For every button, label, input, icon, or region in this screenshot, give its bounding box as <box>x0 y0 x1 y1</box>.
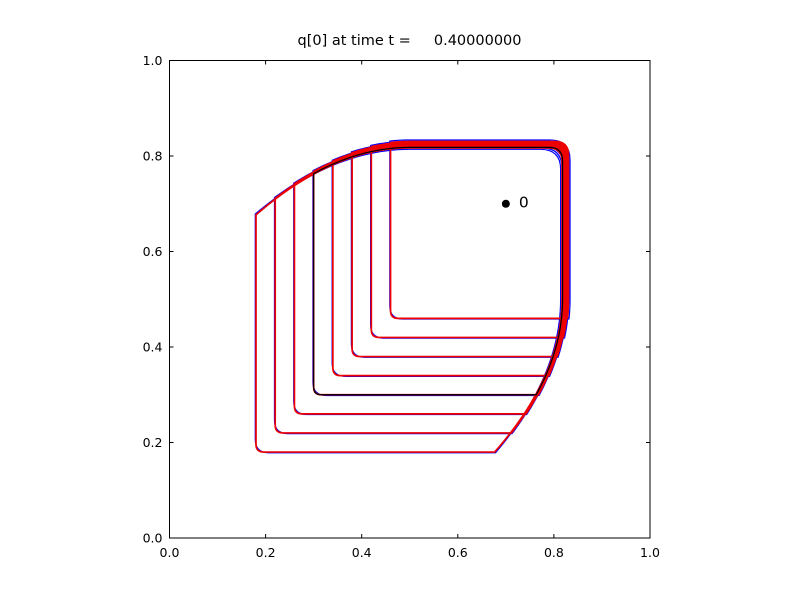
y-tick-label: 0.8 <box>143 149 163 164</box>
x-tick-label: 1.0 <box>640 545 660 560</box>
contour-line-blue <box>254 148 562 454</box>
contour-line-red <box>351 142 568 358</box>
y-tick-label: 1.0 <box>143 53 163 68</box>
x-tick-label: 0.4 <box>352 545 372 560</box>
contour-line-blue <box>273 147 563 435</box>
contour-line-blue <box>350 142 568 358</box>
contour-line-blue <box>389 139 571 320</box>
plot-title: q[0] at time t = 0.40000000 <box>297 33 522 49</box>
y-tick-label: 0.2 <box>143 435 163 450</box>
y-tick-label: 0.6 <box>143 244 163 259</box>
x-tick-label: 0.2 <box>256 545 276 560</box>
tick-labels: 0.00.0 0.2 0.2 0.4 0.4 0.6 0.6 0.8 0.8 1.0 1.0 <box>143 53 660 560</box>
contour-line-blue <box>312 144 566 397</box>
gauge-point-label: 0 <box>519 193 529 211</box>
red-contour-group <box>255 140 570 453</box>
black-contour-group <box>313 146 564 396</box>
blue-contour-group <box>254 139 571 454</box>
contour-line-black <box>313 146 564 396</box>
contour-line-red <box>255 147 563 453</box>
x-tick-label: 0.6 <box>448 545 468 560</box>
contour-line-red <box>389 140 570 320</box>
x-tick-label: 0.0 <box>160 545 180 560</box>
y-tick-label: 0.0 <box>143 531 163 546</box>
x-tick-label: 0.8 <box>544 545 564 560</box>
contour-line-red <box>370 141 569 339</box>
contour-line-blue <box>293 146 564 416</box>
contour-line-red <box>293 145 565 415</box>
axes-frame <box>169 60 651 539</box>
contour-line-blue <box>369 140 570 339</box>
contour-line-red <box>332 143 567 377</box>
y-tick-label: 0.4 <box>143 340 163 355</box>
contour-line-blue <box>331 143 567 377</box>
tick-marks <box>169 60 651 539</box>
gauge-point-marker <box>501 199 510 208</box>
contour-line-red <box>274 146 564 434</box>
contour-line-red <box>312 144 566 396</box>
